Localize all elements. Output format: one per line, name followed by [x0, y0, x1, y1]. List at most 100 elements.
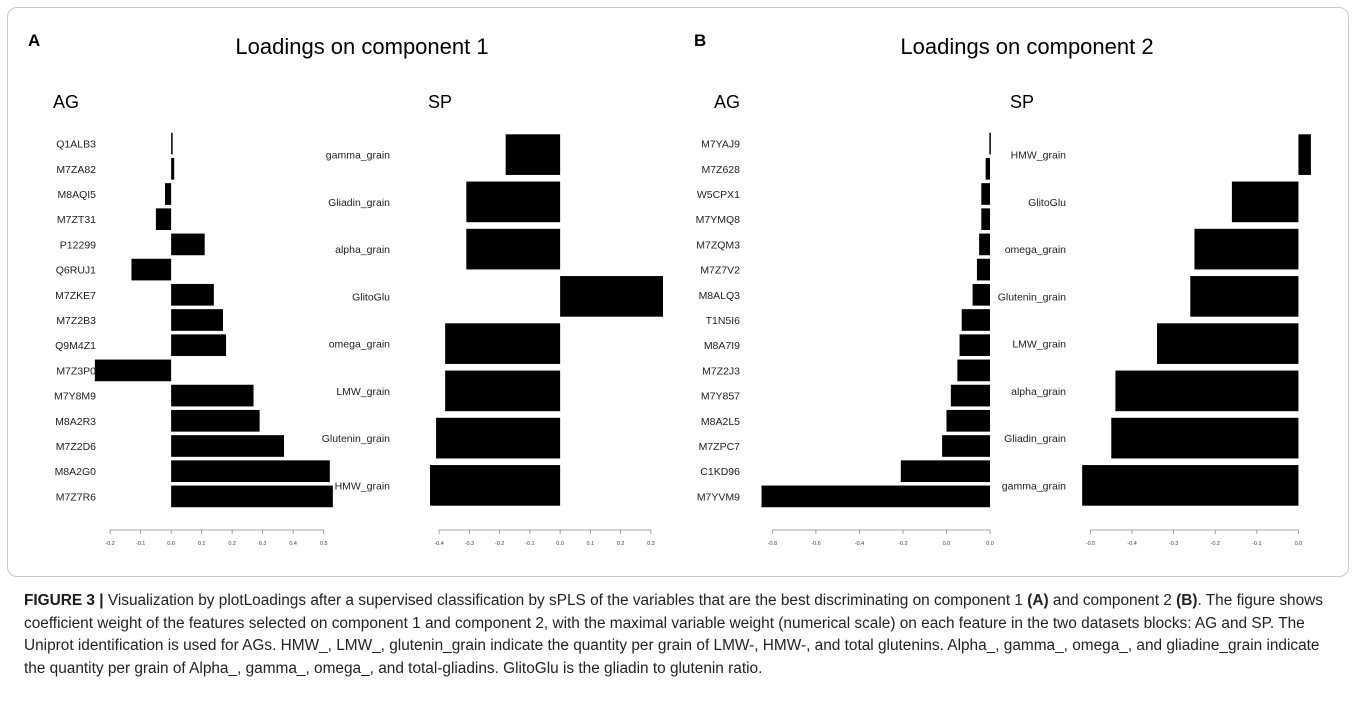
- bar-M7Z2J3: [957, 359, 990, 382]
- bar-HMW_grain: [430, 465, 561, 506]
- category-label: GlitoGlu: [1028, 197, 1066, 209]
- category-label: omega_grain: [1005, 244, 1066, 256]
- x-tick-label: -0.3: [1169, 541, 1178, 547]
- category-label: M7ZQM3: [696, 239, 740, 251]
- bar-LMW_grain: [1157, 323, 1299, 364]
- category-label: M8ALQ3: [699, 290, 741, 302]
- bar-M7Y857: [950, 384, 990, 407]
- category-label: M8A2R3: [55, 416, 96, 428]
- panel-b-title: Loadings on component 2: [900, 34, 1153, 59]
- category-label: M7Z2B3: [56, 315, 96, 327]
- bar-Glutenin_grain: [436, 417, 561, 459]
- category-label: alpha_grain: [1011, 386, 1066, 398]
- category-label: T1N5I6: [706, 315, 741, 327]
- category-label: M7Y8M9: [54, 391, 96, 403]
- category-label: M7Z628: [701, 164, 740, 176]
- x-tick-label: -0.2: [898, 541, 907, 547]
- bar-GlitoGlu: [1231, 181, 1299, 223]
- x-tick-label: 0.3: [647, 541, 655, 547]
- category-label: omega_grain: [329, 339, 390, 351]
- bar-M7Z628: [985, 157, 990, 180]
- category-label: M8A2G0: [55, 466, 97, 478]
- block-label: AG: [714, 92, 740, 112]
- category-label: HMW_grain: [1011, 150, 1067, 162]
- x-tick-label: -0.5: [1086, 541, 1095, 547]
- x-tick-label: 0.0: [167, 541, 175, 547]
- caption-figure-label: FIGURE 3 |: [24, 592, 104, 609]
- category-label: M7YMQ8: [696, 214, 741, 226]
- category-label: M7YAJ9: [701, 139, 740, 151]
- bar-gamma_grain: [1082, 465, 1299, 506]
- x-tick-label: -0.1: [525, 541, 534, 547]
- panel-b-letter: B: [694, 31, 706, 50]
- bar-M8ALQ3: [972, 283, 990, 306]
- bar-alpha_grain: [1115, 370, 1299, 412]
- category-label: Glutenin_grain: [322, 433, 390, 445]
- x-tick-label: 0.1: [198, 541, 206, 547]
- category-label: W5CPX1: [697, 189, 740, 201]
- x-tick-label: -0.6: [811, 541, 820, 547]
- figure-caption: FIGURE 3 | Visualization by plotLoadings…: [24, 590, 1334, 680]
- block-label: SP: [1010, 92, 1034, 112]
- bar-C1KD96: [900, 460, 990, 483]
- block-label: AG: [53, 92, 79, 112]
- bar-omega_grain: [445, 323, 561, 364]
- category-label: M7ZKE7: [55, 290, 96, 302]
- category-label: M8A2L5: [701, 416, 740, 428]
- category-label: HMW_grain: [335, 480, 391, 492]
- bar-Gliadin_grain: [1111, 417, 1299, 459]
- x-tick-label: 0.0: [943, 541, 951, 547]
- caption-ref-a: (A): [1027, 592, 1049, 609]
- category-label: LMW_grain: [1012, 339, 1066, 351]
- bar-M7Z3P0: [94, 359, 172, 382]
- category-label: Q6RUJ1: [56, 265, 96, 277]
- category-label: gamma_grain: [1002, 480, 1066, 492]
- category-label: M8AQI5: [57, 189, 96, 201]
- bar-HMW_grain: [1298, 134, 1311, 175]
- chart-a-ag: AG Q1ALB3 M7ZA82 M8AQI5 M7ZT31 P12299 Q6RUJ1 M7…: [53, 92, 333, 547]
- bar-M7ZT31: [155, 208, 172, 231]
- x-tick-label: -0.8: [768, 541, 777, 547]
- bar-Q6RUJ1: [131, 258, 172, 281]
- category-label: Q9M4Z1: [55, 340, 96, 352]
- category-label: M7ZA82: [56, 164, 96, 176]
- bar-M7YAJ9: [989, 132, 991, 155]
- x-tick-label: 0.5: [320, 541, 328, 547]
- caption-ref-b: (B): [1176, 592, 1198, 609]
- category-label: C1KD96: [700, 466, 740, 478]
- x-tick-label: -0.2: [105, 541, 114, 547]
- category-label: Q1ALB3: [56, 139, 96, 151]
- x-tick-label: 0.1: [587, 541, 595, 547]
- category-label: M7Z7V2: [700, 265, 740, 277]
- category-label: P12299: [60, 239, 96, 251]
- chart-a-sp: SP gamma_grain Gliadin_grain alpha_grain Gli…: [322, 92, 663, 547]
- bar-M8AQI5: [165, 183, 172, 205]
- bar-M7ZA82: [171, 157, 175, 180]
- category-label: M7YVM9: [697, 491, 740, 503]
- x-tick-label: -0.3: [465, 541, 474, 547]
- charts-layer: AG Q1ALB3 M7ZA82 M8AQI5 M7ZT31 P12299 Q6RUJ1 M7…: [53, 92, 1311, 547]
- category-label: alpha_grain: [335, 244, 390, 256]
- bar-P12299: [171, 233, 205, 256]
- x-tick-label: -0.1: [136, 541, 145, 547]
- x-tick-label: 0.0: [556, 541, 564, 547]
- category-label: Gliadin_grain: [328, 197, 390, 209]
- x-tick-label: -0.4: [855, 541, 864, 547]
- bar-alpha_grain: [466, 228, 561, 270]
- category-label: M7Y857: [701, 391, 740, 403]
- bar-M8A2G0: [171, 460, 330, 483]
- bar-omega_grain: [1194, 228, 1299, 270]
- x-tick-label: 0.2: [617, 541, 625, 547]
- category-label: M8A7I9: [704, 340, 740, 352]
- category-label: M7Z2D6: [56, 441, 96, 453]
- x-tick-label: -0.2: [495, 541, 504, 547]
- category-label: M7Z7R6: [56, 491, 96, 503]
- category-label: M7ZPC7: [699, 441, 741, 453]
- x-tick-label: 0.4: [289, 541, 297, 547]
- category-label: Gliadin_grain: [1004, 433, 1066, 445]
- caption-text-3: . The figure shows coefficient weight of…: [24, 592, 1323, 677]
- block-label: SP: [428, 92, 452, 112]
- bar-M7Z7V2: [976, 258, 990, 281]
- panel-a-letter: A: [28, 31, 40, 50]
- bar-M7YVM9: [761, 485, 990, 508]
